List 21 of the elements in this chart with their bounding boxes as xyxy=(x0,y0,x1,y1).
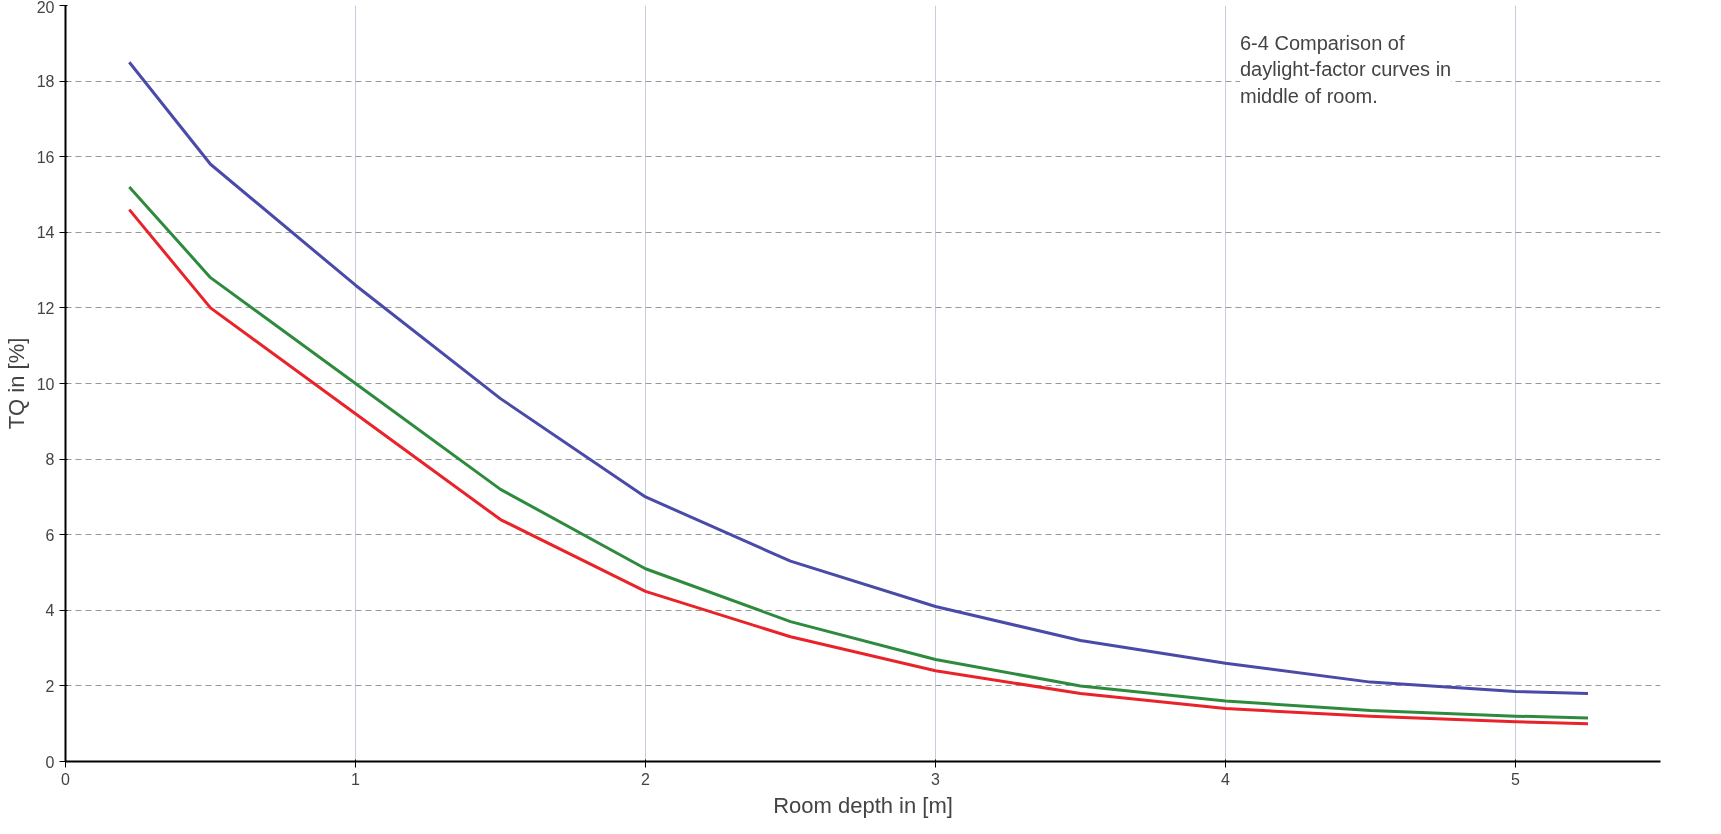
x-tick-label: 2 xyxy=(641,770,651,788)
x-tick-label: 4 xyxy=(1221,770,1231,788)
y-tick-label: 0 xyxy=(45,753,55,771)
x-tick-label: 5 xyxy=(1511,770,1521,788)
y-tick-label: 8 xyxy=(45,451,55,469)
y-tick-label: 6 xyxy=(45,526,55,544)
y-tick-label: 16 xyxy=(36,148,55,166)
y-tick-label: 10 xyxy=(36,375,55,393)
y-tick-label: 2 xyxy=(45,677,55,695)
x-axis-title: Room depth in [m] xyxy=(773,792,953,818)
x-tick-label: 3 xyxy=(931,770,941,788)
x-tick-label: 1 xyxy=(351,770,361,788)
y-tick-label: 14 xyxy=(36,224,55,242)
y-tick-label: 12 xyxy=(36,299,55,317)
annotation: 6-4 Comparison of daylight-factor curves in middle of room. xyxy=(1240,31,1452,107)
line-series xyxy=(127,60,1590,695)
y-tick-label: 4 xyxy=(45,602,55,620)
x-tick-label: 0 xyxy=(61,770,71,788)
y-tick-label: 20 xyxy=(36,0,55,16)
y-axis-title: TQ in [%] xyxy=(3,337,29,430)
y-tick-label: 18 xyxy=(36,73,55,91)
